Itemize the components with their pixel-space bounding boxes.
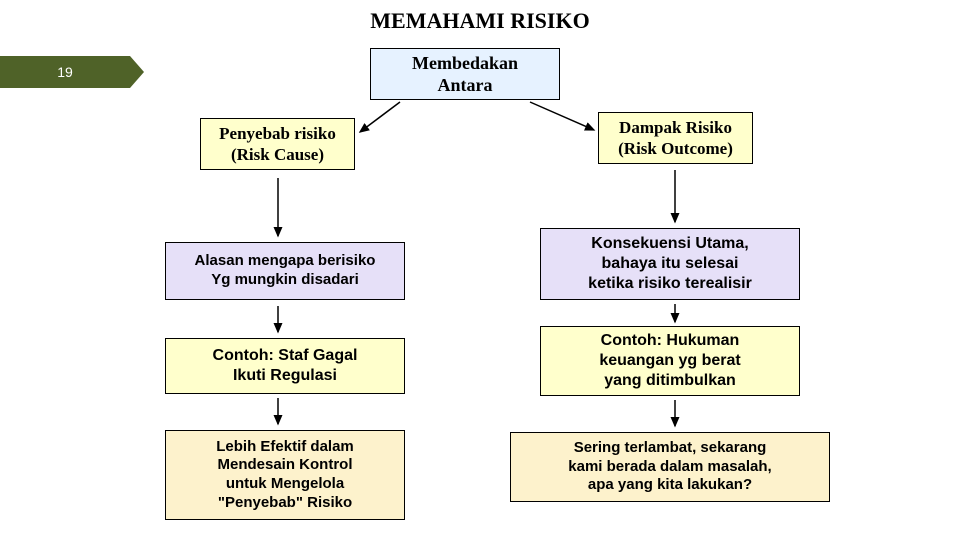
box-risk-outcome-text: Dampak Risiko(Risk Outcome) bbox=[618, 117, 733, 160]
box-cause-example-text: Contoh: Staf GagalIkuti Regulasi bbox=[213, 346, 358, 386]
box-distinguish-text: MembedakanAntara bbox=[412, 52, 518, 97]
box-outcome-final-text: Sering terlambat, sekarangkami berada da… bbox=[568, 439, 771, 495]
slide-title: MEMAHAMI RISIKO bbox=[0, 8, 960, 34]
box-outcome-example-text: Contoh: Hukumankeuangan yg beratyang dit… bbox=[599, 331, 740, 391]
box-distinguish: MembedakanAntara bbox=[370, 48, 560, 100]
slide-number-badge-tip bbox=[130, 56, 144, 88]
slide-number: 19 bbox=[57, 64, 73, 80]
box-risk-cause: Penyebab risiko(Risk Cause) bbox=[200, 118, 355, 170]
box-outcome-final: Sering terlambat, sekarangkami berada da… bbox=[510, 432, 830, 502]
box-cause-final: Lebih Efektif dalamMendesain Kontroluntu… bbox=[165, 430, 405, 520]
box-cause-example: Contoh: Staf GagalIkuti Regulasi bbox=[165, 338, 405, 394]
box-outcome-desc-text: Konsekuensi Utama,bahaya itu selesaiketi… bbox=[588, 234, 752, 294]
box-cause-desc-text: Alasan mengapa berisikoYg mungkin disada… bbox=[195, 252, 376, 290]
box-outcome-example: Contoh: Hukumankeuangan yg beratyang dit… bbox=[540, 326, 800, 396]
box-outcome-desc: Konsekuensi Utama,bahaya itu selesaiketi… bbox=[540, 228, 800, 300]
slide-number-badge: 19 bbox=[0, 56, 130, 88]
box-cause-final-text: Lebih Efektif dalamMendesain Kontroluntu… bbox=[216, 438, 354, 513]
box-risk-cause-text: Penyebab risiko(Risk Cause) bbox=[219, 123, 336, 166]
box-risk-outcome: Dampak Risiko(Risk Outcome) bbox=[598, 112, 753, 164]
box-cause-desc: Alasan mengapa berisikoYg mungkin disada… bbox=[165, 242, 405, 300]
